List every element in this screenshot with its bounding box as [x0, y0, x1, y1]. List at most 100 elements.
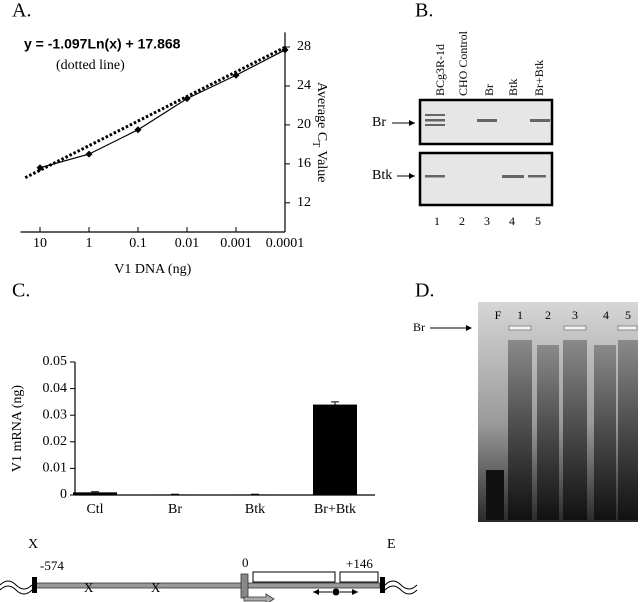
band	[617, 325, 638, 331]
gene-diagram: X -574 X X 0 +146 E	[0, 537, 418, 602]
gel-d: F 1 2 3 4 5 Br	[413, 302, 638, 522]
lane-label: CHO Control	[456, 30, 470, 96]
lane-label: 4	[603, 308, 609, 322]
lane-label: Br	[482, 84, 496, 96]
error-bar	[251, 493, 259, 495]
position-label: +146	[346, 556, 373, 571]
arrow-head	[466, 325, 472, 331]
band	[477, 119, 497, 122]
error-bar	[91, 491, 99, 493]
x-tick-label: Btk	[245, 502, 265, 517]
lane-number: 1	[434, 214, 440, 228]
smear	[508, 340, 532, 520]
lane-label: Btk	[506, 79, 520, 96]
exon	[240, 573, 249, 599]
site-label: X	[84, 580, 94, 595]
y-axis-label: Average CT Value	[310, 82, 329, 182]
primer	[352, 589, 358, 595]
lane-number: 5	[535, 214, 541, 228]
site-label: E	[387, 537, 396, 552]
x-tick-label: Br+Btk	[314, 502, 356, 517]
data-line	[39, 49, 286, 169]
x-axis-label: V1 DNA (ng)	[114, 262, 191, 277]
probe	[332, 588, 340, 596]
break	[384, 580, 418, 590]
error-bar	[331, 401, 339, 408]
break	[384, 585, 418, 595]
band	[563, 325, 587, 331]
annotation: y = -1.097Ln(x) + 17.868	[24, 36, 181, 52]
smear	[563, 340, 587, 520]
x-tick-label: Br	[168, 502, 182, 517]
bands	[425, 114, 550, 178]
primer	[313, 589, 319, 595]
row-label: Br	[372, 115, 386, 130]
x-tick-label: 0.01	[175, 236, 200, 251]
y-axis-label-part: Value	[314, 147, 329, 182]
lane-label: 1	[517, 308, 523, 322]
marker	[85, 150, 93, 158]
panel-label: A.	[12, 0, 31, 22]
break	[0, 585, 33, 595]
band	[528, 175, 546, 178]
x-tick-label: 0.1	[129, 236, 147, 251]
lane-label: BCg3R-1d	[433, 44, 447, 96]
site-label: X	[28, 537, 38, 552]
row-label: Btk	[372, 168, 392, 183]
x-tick-label: Ctl	[86, 502, 103, 517]
band	[508, 325, 532, 331]
lane-label: 2	[545, 308, 551, 322]
probe-box	[339, 571, 379, 583]
y-tick-label: 0.02	[43, 434, 68, 449]
y-axis-label-part: T	[310, 141, 321, 147]
arrow-head	[409, 173, 415, 179]
panel-label: B.	[415, 0, 433, 22]
arrow-head	[409, 120, 415, 126]
smear	[486, 470, 504, 520]
lane-label: 3	[572, 308, 578, 322]
x-tick-label: 0.0001	[266, 236, 305, 251]
gel-box	[418, 151, 554, 207]
y-tick-label: 20	[297, 117, 311, 132]
y-tick-label: 0.03	[43, 407, 68, 422]
bar	[313, 404, 357, 495]
lane-label: F	[495, 308, 502, 322]
x-tick-label: 10	[33, 236, 47, 251]
band	[425, 114, 445, 116]
probe-box	[252, 571, 336, 583]
fit-line	[24, 45, 286, 180]
smear	[537, 345, 559, 520]
band	[425, 119, 445, 122]
position-label: 0	[242, 555, 249, 570]
y-tick-label: 0.01	[43, 461, 68, 476]
band-label: Br	[413, 320, 425, 334]
annotation: (dotted line)	[56, 58, 125, 73]
lane-number: 3	[484, 214, 490, 228]
y-axis-label: V1 mRNA (ng)	[10, 385, 25, 472]
lane-label: 5	[625, 308, 631, 322]
smear	[594, 345, 616, 520]
site	[32, 577, 37, 593]
y-tick-label: 0.04	[43, 381, 68, 396]
panel-label: D.	[415, 280, 434, 302]
bar	[73, 492, 117, 495]
band	[425, 175, 445, 178]
x-tick-label: 1	[85, 236, 92, 251]
position-label: -574	[40, 558, 64, 573]
panel-label: C.	[12, 280, 30, 302]
marker	[134, 126, 142, 134]
y-tick-label: 24	[297, 78, 311, 93]
y-tick-label: 12	[297, 195, 311, 210]
y-tick-label: 28	[297, 39, 311, 54]
y-axis-label-part: Average C	[314, 82, 329, 141]
lane-number: 4	[509, 214, 515, 228]
lane-number: 2	[459, 214, 465, 228]
band	[502, 175, 524, 178]
tss-arrow	[243, 593, 275, 602]
error-bar	[171, 493, 179, 495]
site-label: X	[151, 580, 161, 595]
lane-label: Br+Btk	[532, 60, 546, 96]
y-tick-label: 16	[297, 156, 311, 171]
